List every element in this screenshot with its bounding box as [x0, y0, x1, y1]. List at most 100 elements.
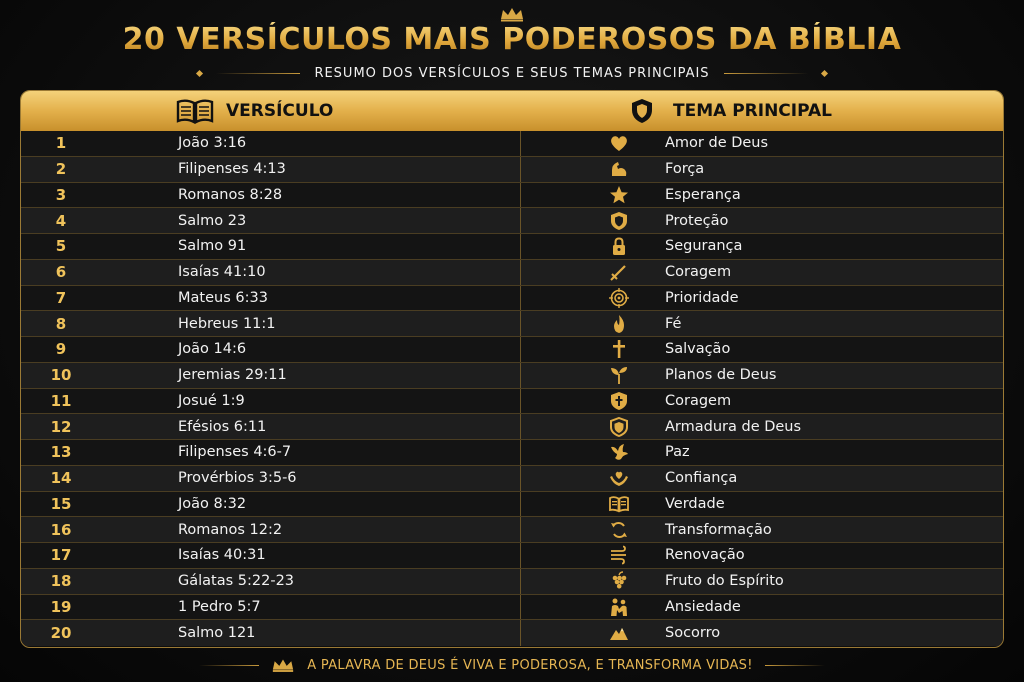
verse-number: 15 — [50, 494, 72, 513]
subtitle: RESUMO DOS VERSÍCULOS E SEUS TEMAS PRINC… — [314, 65, 710, 81]
theme-label: Força — [665, 161, 705, 178]
verse-reference: Salmo 121 — [101, 620, 521, 646]
table-row: 20 Salmo 121 Socorro — [21, 620, 1003, 646]
theme-label: Esperança — [665, 186, 741, 203]
verse-reference: Hebreus 11:1 — [101, 311, 521, 336]
theme-label: Fé — [665, 315, 682, 332]
table-row: 8 Hebreus 11:1 Fé — [21, 311, 1003, 337]
verse-number: 4 — [55, 211, 67, 230]
decorative-line — [764, 664, 825, 666]
open-book-icon — [609, 496, 629, 513]
dove-icon — [611, 444, 628, 461]
footer: A PALAVRA DE DEUS É VIVA E PODEROSA, E T… — [0, 654, 1024, 676]
table-body: 1 João 3:16 Amor de Deus 2 Filipenses 4:13 Fo… — [21, 131, 1003, 646]
verse-number: 14 — [50, 469, 72, 488]
comfort-people-icon — [611, 598, 627, 616]
subtitle-row: RESUMO DOS VERSÍCULOS E SEUS TEMAS PRINC… — [0, 64, 1024, 82]
theme-label: Verdade — [665, 495, 725, 512]
verse-number: 7 — [55, 288, 67, 307]
decorative-line — [199, 664, 260, 666]
sprout-icon — [611, 367, 627, 385]
verse-reference: Josué 1:9 — [101, 388, 521, 414]
wind-icon — [611, 545, 626, 565]
theme-label: Paz — [665, 444, 690, 461]
cycle-arrows-icon — [611, 521, 627, 538]
table-row: 11 Josué 1:9 Coragem — [21, 388, 1003, 415]
theme-label: Segurança — [665, 238, 743, 255]
verse-reference: Filipenses 4:13 — [101, 156, 521, 182]
table-row: 2 Filipenses 4:13 Força — [21, 156, 1003, 183]
verse-number: 18 — [50, 572, 72, 591]
table-row: 15 João 8:32 Verdade — [21, 491, 1003, 518]
table-row: 14 Provérbios 3:5-6 Confiança — [21, 465, 1003, 492]
theme-label: Armadura de Deus — [665, 418, 802, 435]
verse-number: 1 — [55, 134, 67, 153]
armor-shield-icon — [610, 416, 628, 437]
table-row: 12 Efésios 6:11 Armadura de Deus — [21, 414, 1003, 440]
theme-label: Fruto do Espírito — [665, 573, 784, 590]
table-header: VERSÍCULO TEMA PRINCIPAL — [21, 91, 1003, 131]
table-row: 4 Salmo 23 Proteção — [21, 208, 1003, 234]
flame-icon — [614, 314, 624, 333]
table-row: 13 Filipenses 4:6-7 Paz — [21, 440, 1003, 466]
star-icon — [610, 185, 628, 204]
verse-reference: 1 Pedro 5:7 — [101, 594, 521, 620]
verse-reference: João 3:16 — [101, 131, 521, 156]
verse-reference: Gálatas 5:22-23 — [101, 568, 521, 594]
page-title: 20 VERSÍCULOS MAIS PODEROSOS DA BÍBLIA — [0, 22, 1024, 57]
footer-text: A PALAVRA DE DEUS É VIVA E PODEROSA, E T… — [307, 657, 753, 673]
table-row: 18 Gálatas 5:22-23 Fruto do Espírito — [21, 568, 1003, 595]
verse-reference: Jeremias 29:11 — [101, 362, 521, 388]
verse-number: 13 — [50, 443, 72, 462]
theme-label: Ansiedade — [665, 598, 741, 615]
grapes-icon — [612, 571, 627, 589]
table-row: 10 Jeremias 29:11 Planos de Deus — [21, 362, 1003, 389]
table-row: 7 Mateus 6:33 Prioridade — [21, 285, 1003, 312]
table-row: 16 Romanos 12:2 Transformação — [21, 517, 1003, 543]
verse-reference: João 14:6 — [101, 337, 521, 362]
crown-icon — [273, 659, 294, 672]
mountain-icon — [610, 628, 628, 641]
verse-reference: Efésios 6:11 — [101, 414, 521, 439]
decorative-line — [216, 72, 301, 74]
theme-label: Salvação — [665, 341, 731, 358]
verse-reference: Isaías 40:31 — [101, 543, 521, 568]
theme-label: Prioridade — [665, 289, 739, 306]
table-row: 3 Romanos 8:28 Esperança — [21, 182, 1003, 209]
table-row: 19 1 Pedro 5:7 Ansiedade — [21, 594, 1003, 621]
verse-number: 16 — [50, 520, 72, 539]
theme-label: Proteção — [665, 212, 729, 229]
target-icon — [609, 287, 629, 308]
verse-number: 11 — [50, 391, 72, 410]
shield-icon — [611, 211, 627, 230]
table-row: 1 João 3:16 Amor de Deus — [21, 131, 1003, 157]
shield-cross-icon — [611, 391, 627, 410]
verse-number: 2 — [55, 160, 67, 179]
verse-number: 5 — [55, 237, 67, 256]
decorative-diamond — [196, 69, 204, 77]
verses-table: VERSÍCULO TEMA PRINCIPAL 1 João 3:16 Amor … — [20, 90, 1004, 648]
theme-label: Socorro — [665, 625, 721, 642]
verse-number: 6 — [55, 263, 67, 282]
theme-label: Confiança — [665, 470, 738, 487]
open-book-icon — [176, 97, 214, 125]
table-row: 5 Salmo 91 Segurança — [21, 234, 1003, 260]
theme-label: Amor de Deus — [665, 135, 769, 152]
verse-reference: Salmo 91 — [101, 234, 521, 259]
decorative-line — [723, 72, 808, 74]
verse-reference: Provérbios 3:5-6 — [101, 465, 521, 491]
table-row: 9 João 14:6 Salvação — [21, 337, 1003, 363]
crown-icon — [501, 8, 523, 22]
sword-icon — [610, 265, 626, 281]
heart-icon — [611, 136, 627, 152]
hands-heart-icon — [610, 471, 628, 487]
verse-reference: Filipenses 4:6-7 — [101, 440, 521, 465]
verse-number: 3 — [55, 185, 67, 204]
verse-reference: Salmo 23 — [101, 208, 521, 233]
verse-number: 20 — [50, 624, 72, 643]
header-verse-label: VERSÍCULO — [226, 101, 334, 121]
header-verse: VERSÍCULO — [21, 97, 521, 125]
theme-label: Coragem — [665, 392, 732, 409]
verse-number: 17 — [50, 546, 72, 565]
header-theme: TEMA PRINCIPAL — [521, 97, 1001, 125]
